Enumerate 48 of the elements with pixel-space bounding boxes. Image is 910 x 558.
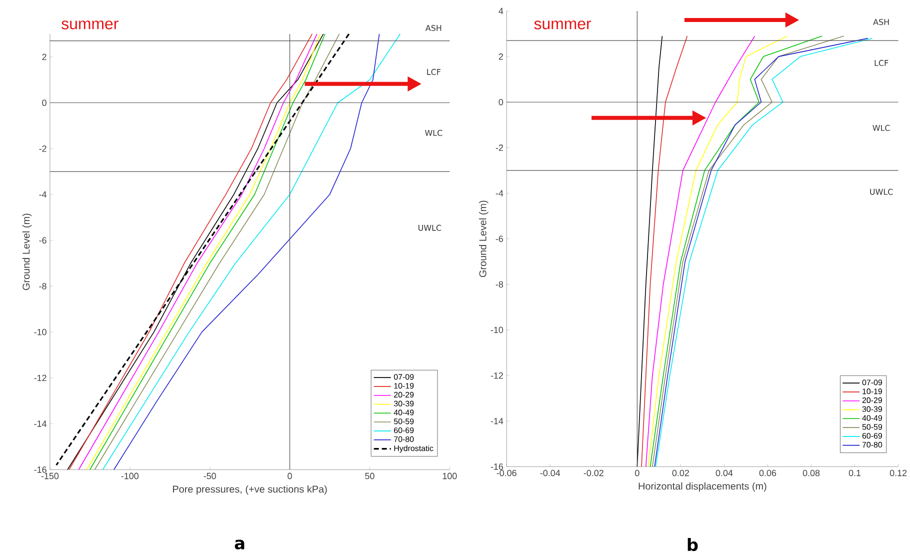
- y-axis-title: Ground Level (m): [479, 200, 488, 278]
- y-tick-label: 2: [498, 54, 503, 60]
- y-tick-label: -14: [490, 418, 504, 424]
- x-tick-label: 100: [442, 473, 457, 480]
- x-tick-label: 0.02: [672, 470, 689, 476]
- line-series: [648, 36, 788, 468]
- x-axis-title: Horizontal displacements (m): [638, 482, 766, 492]
- y-tick-label: -16: [34, 466, 46, 474]
- y-tick-label: -6: [496, 236, 504, 242]
- line-series: [645, 36, 756, 468]
- y-tick-label: -4: [496, 190, 504, 197]
- y-tick-label: -12: [490, 372, 503, 379]
- x-tick-label: -100: [121, 473, 139, 480]
- x-tick-label: -50: [204, 473, 216, 480]
- y-tick-label: -12: [34, 375, 46, 382]
- y-tick-label: -10: [34, 329, 46, 336]
- y-tick-label: -2: [496, 144, 503, 152]
- x-tick-label: 50: [365, 473, 374, 480]
- text: a: [234, 540, 244, 550]
- x-tick-label: 0: [635, 470, 640, 476]
- text: b: [688, 538, 698, 552]
- y-tick-label: -4: [39, 192, 47, 198]
- x-tick-label: 0: [288, 473, 292, 480]
- y-tick-label: 4: [498, 8, 504, 14]
- x-tick-label: 0.06: [759, 470, 776, 476]
- x-axis-title: Pore pressures, (+ve suctions kPa): [173, 486, 327, 495]
- line-series: [641, 36, 688, 468]
- y-tick-label: -10: [490, 326, 504, 334]
- y-tick-label: -6: [39, 237, 46, 244]
- y-tick-label: -16: [490, 464, 504, 470]
- x-tick-label: 0.08: [802, 470, 820, 476]
- x-tick-label: 0.12: [890, 470, 907, 476]
- y-tick-label: 0: [498, 99, 504, 106]
- y-tick-label: -8: [39, 283, 46, 290]
- x-tick-label: 0.1: [848, 470, 861, 476]
- y-axis-title: Ground Level (m): [22, 214, 32, 290]
- y-tick-label: -2: [39, 146, 46, 152]
- x-tick-label: -150: [41, 473, 59, 480]
- x-tick-label: 0.04: [716, 470, 733, 476]
- x-tick-label: -0.02: [584, 470, 604, 476]
- text: summer: [62, 20, 118, 30]
- y-tick-label: -14: [34, 420, 47, 428]
- x-tick-label: -0.06: [496, 470, 516, 476]
- annotation: summer: [534, 20, 592, 30]
- y-tick-label: -8: [496, 281, 504, 288]
- y-tick-label: 2: [42, 54, 46, 60]
- y-tick-label: 0: [42, 100, 46, 106]
- x-tick-label: -0.04: [540, 470, 560, 476]
